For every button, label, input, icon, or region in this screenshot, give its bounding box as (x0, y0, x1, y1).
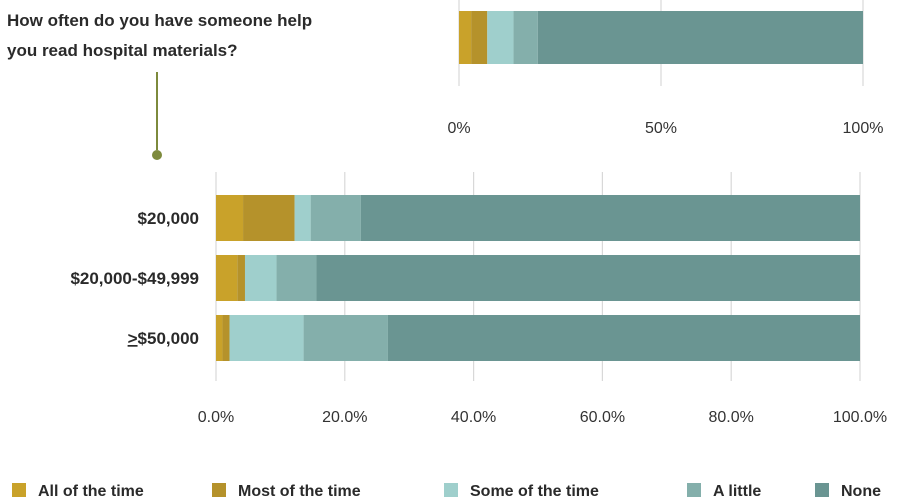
top-bar-segment-a-little (513, 11, 538, 64)
bar-segment-a-little (310, 195, 361, 241)
top-bar-segment-none (537, 11, 863, 64)
bar-segment-a-little (276, 255, 317, 301)
bar-segment-some-of-the-time (244, 255, 277, 301)
main-x-tick-label: 80.0% (709, 409, 754, 426)
category-label: $20,000-$49,999 (70, 269, 199, 288)
top-x-tick-label: 0% (447, 120, 470, 137)
top-chart-bars (459, 11, 863, 64)
bar-segment-some-of-the-time (294, 195, 311, 241)
legend-item-some-of-the-time: Some of the time (444, 483, 599, 499)
main-x-tick-label: 0.0% (198, 409, 234, 426)
bar-segment-a-little (303, 315, 388, 361)
bar-segment-none (387, 315, 860, 361)
main-chart-x-ticks: 0.0% 20.0% 40.0% 60.0% 80.0% 100.0% (198, 409, 887, 426)
bar-segment-all-of-the-time (216, 315, 223, 361)
main-chart-bars (216, 195, 860, 361)
chart-question-line-1: How often do you have someone help (7, 11, 312, 30)
category-label: >$50,000 (128, 329, 199, 348)
bar-segment-some-of-the-time (229, 315, 304, 361)
main-chart-categories: $20,000 $20,000-$49,999 >$50,000 (70, 209, 199, 348)
top-bar-segment-some-of-the-time (487, 11, 514, 64)
legend-label: None (841, 483, 881, 499)
main-x-tick-label: 40.0% (451, 409, 496, 426)
legend-item-a-little: A little (687, 483, 761, 499)
top-bar-segment-most-of-the-time (471, 11, 488, 64)
top-x-tick-label: 100% (843, 120, 884, 137)
main-x-tick-label: 100.0% (833, 409, 887, 426)
bar-segment-most-of-the-time (222, 315, 230, 361)
legend-swatch (444, 483, 458, 497)
legend-item-none: None (815, 483, 881, 499)
legend-swatch (12, 483, 26, 497)
bar-segment-none (360, 195, 860, 241)
legend-label: Some of the time (470, 483, 599, 499)
chart-question-line-2: you read hospital materials? (7, 41, 238, 60)
legend: All of the time Most of the time Some of t… (12, 483, 881, 499)
legend-label: Most of the time (238, 483, 361, 499)
bar-segment-all-of-the-time (216, 195, 244, 241)
legend-label: All of the time (38, 483, 144, 499)
top-x-tick-label: 50% (645, 120, 677, 137)
bar-segment-most-of-the-time (243, 195, 295, 241)
bar-segment-most-of-the-time (237, 255, 245, 301)
main-x-tick-label: 20.0% (322, 409, 367, 426)
main-x-tick-label: 60.0% (580, 409, 625, 426)
legend-label: A little (713, 483, 761, 499)
category-label: $20,000 (138, 209, 199, 228)
top-chart-x-ticks: 0% 50% 100% (447, 120, 883, 137)
legend-swatch (687, 483, 701, 497)
legend-item-most-of-the-time: Most of the time (212, 483, 361, 499)
bar-segment-all-of-the-time (216, 255, 238, 301)
legend-swatch (815, 483, 829, 497)
legend-swatch (212, 483, 226, 497)
legend-item-all-of-the-time: All of the time (12, 483, 144, 499)
bar-segment-none (316, 255, 860, 301)
top-bar-segment-all-of-the-time (459, 11, 472, 64)
connector-dot (152, 150, 162, 160)
